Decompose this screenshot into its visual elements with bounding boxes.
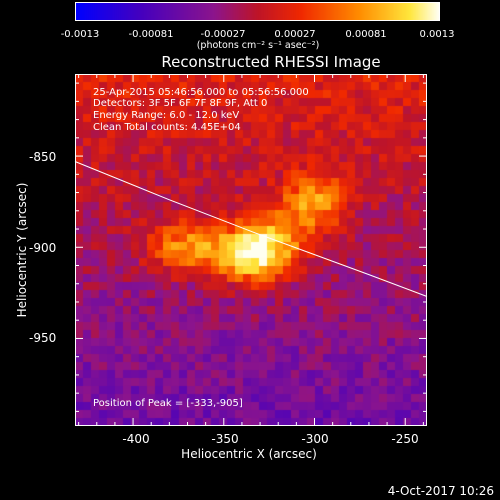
colorbar-tick-label: -0.00027 — [200, 29, 246, 40]
plot-overlay — [74, 74, 428, 426]
plot-title: Reconstructed RHESSI Image — [161, 53, 381, 71]
colorbar-tick-label: -0.0013 — [60, 29, 100, 40]
colorbar-tick-label: 0.00081 — [345, 29, 387, 40]
x-tick-label: -300 — [301, 432, 329, 446]
annotation-time-range: 25-Apr-2015 05:46:56.000 to 05:56:56.000 — [93, 87, 309, 98]
x-tick-label: -400 — [122, 432, 150, 446]
axis-ticks — [75, 74, 427, 426]
x-axis-label: Heliocentric X (arcsec) — [181, 447, 317, 461]
colorbar-tick-label: 0.0013 — [419, 29, 455, 40]
footer-timestamp: 4-Oct-2017 10:26 — [387, 484, 494, 498]
annotation-detectors: Detectors: 3F 5F 6F 7F 8F 9F, Att 0 — [93, 98, 268, 109]
image-plot-area — [74, 74, 428, 426]
colorbar — [75, 2, 440, 21]
rhessi-image-heatmap — [75, 74, 427, 426]
plot-frame — [75, 74, 427, 426]
x-tick-label: -250 — [391, 432, 419, 446]
colorbar-tick-label: 0.00027 — [274, 29, 316, 40]
solar-limb-line — [74, 161, 428, 297]
annotation-energy-range: Energy Range: 6.0 - 12.0 keV — [93, 110, 240, 121]
y-tick-label: -900 — [29, 241, 57, 255]
annotation-clean-counts: Clean Total counts: 4.45E+04 — [93, 122, 241, 133]
x-tick-label: -350 — [211, 432, 239, 446]
y-axis-label: Heliocentric Y (arcsec) — [15, 182, 29, 318]
colorbar-unit-label: (photons cm⁻² s⁻¹ asec⁻²) — [196, 40, 320, 51]
colorbar-tick-label: -0.00081 — [128, 29, 174, 40]
y-tick-label: -950 — [29, 331, 57, 345]
annotation-peak-position: Position of Peak = [-333,-905] — [93, 398, 243, 409]
y-tick-label: -850 — [29, 150, 57, 164]
